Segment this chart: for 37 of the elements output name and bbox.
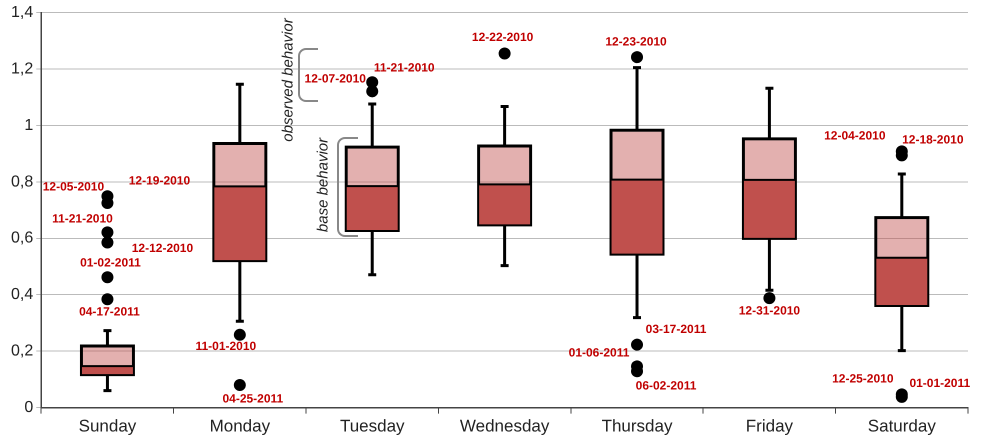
- x-tick-label: Saturday: [868, 416, 936, 436]
- y-tick-label: 0,2: [10, 342, 34, 360]
- annotation: 06-02-2011: [636, 378, 697, 393]
- annotation: 12-12-2010: [132, 240, 194, 255]
- annotation: 12-04-2010: [824, 128, 886, 143]
- annotation: 11-21-2010: [374, 60, 435, 75]
- annotation: 03-17-2011: [646, 322, 707, 336]
- annotation: 12-25-2010: [832, 372, 894, 386]
- annotation: 01-02-2011: [80, 256, 142, 270]
- annotation: 12-23-2010: [605, 34, 668, 48]
- y-tick-label: 0,6: [10, 230, 34, 247]
- x-tick-label: Wednesday: [460, 416, 550, 436]
- x-tick-label: Sunday: [78, 416, 137, 436]
- y-tick-label: 0: [24, 399, 34, 416]
- annotation: 11-01-2010: [195, 339, 257, 354]
- x-tick-label: Friday: [746, 416, 794, 436]
- annotation: 01-06-2011: [568, 346, 630, 360]
- x-tick-label: Thursday: [602, 416, 673, 436]
- annotation: 04-25-2011: [222, 391, 284, 406]
- annotation: observed behavior: [280, 18, 296, 142]
- y-tick-label: 1,2: [10, 60, 34, 78]
- x-tick-label: Monday: [210, 416, 271, 436]
- y-tick-label: 0,8: [10, 173, 34, 190]
- annotation: base behavior: [314, 138, 332, 232]
- annotation: 12-07-2010: [304, 72, 366, 86]
- y-tick-label: 1,4: [10, 4, 34, 22]
- annotation: 12-19-2010: [128, 174, 190, 188]
- annotation: 12-22-2010: [472, 30, 534, 44]
- annotation: 12-31-2010: [738, 303, 800, 318]
- x-tick-label: Tuesday: [340, 416, 406, 436]
- annotation: 04-17-2011: [79, 304, 140, 319]
- annotation: 12-05-2010: [42, 179, 104, 194]
- annotation: 11-21-2010: [52, 212, 114, 226]
- annotation: 12-18-2010: [902, 132, 964, 147]
- y-tick-label: 1: [24, 116, 34, 134]
- annotation: 01-01-2011: [909, 376, 970, 390]
- y-tick-label: 0,4: [10, 286, 34, 304]
